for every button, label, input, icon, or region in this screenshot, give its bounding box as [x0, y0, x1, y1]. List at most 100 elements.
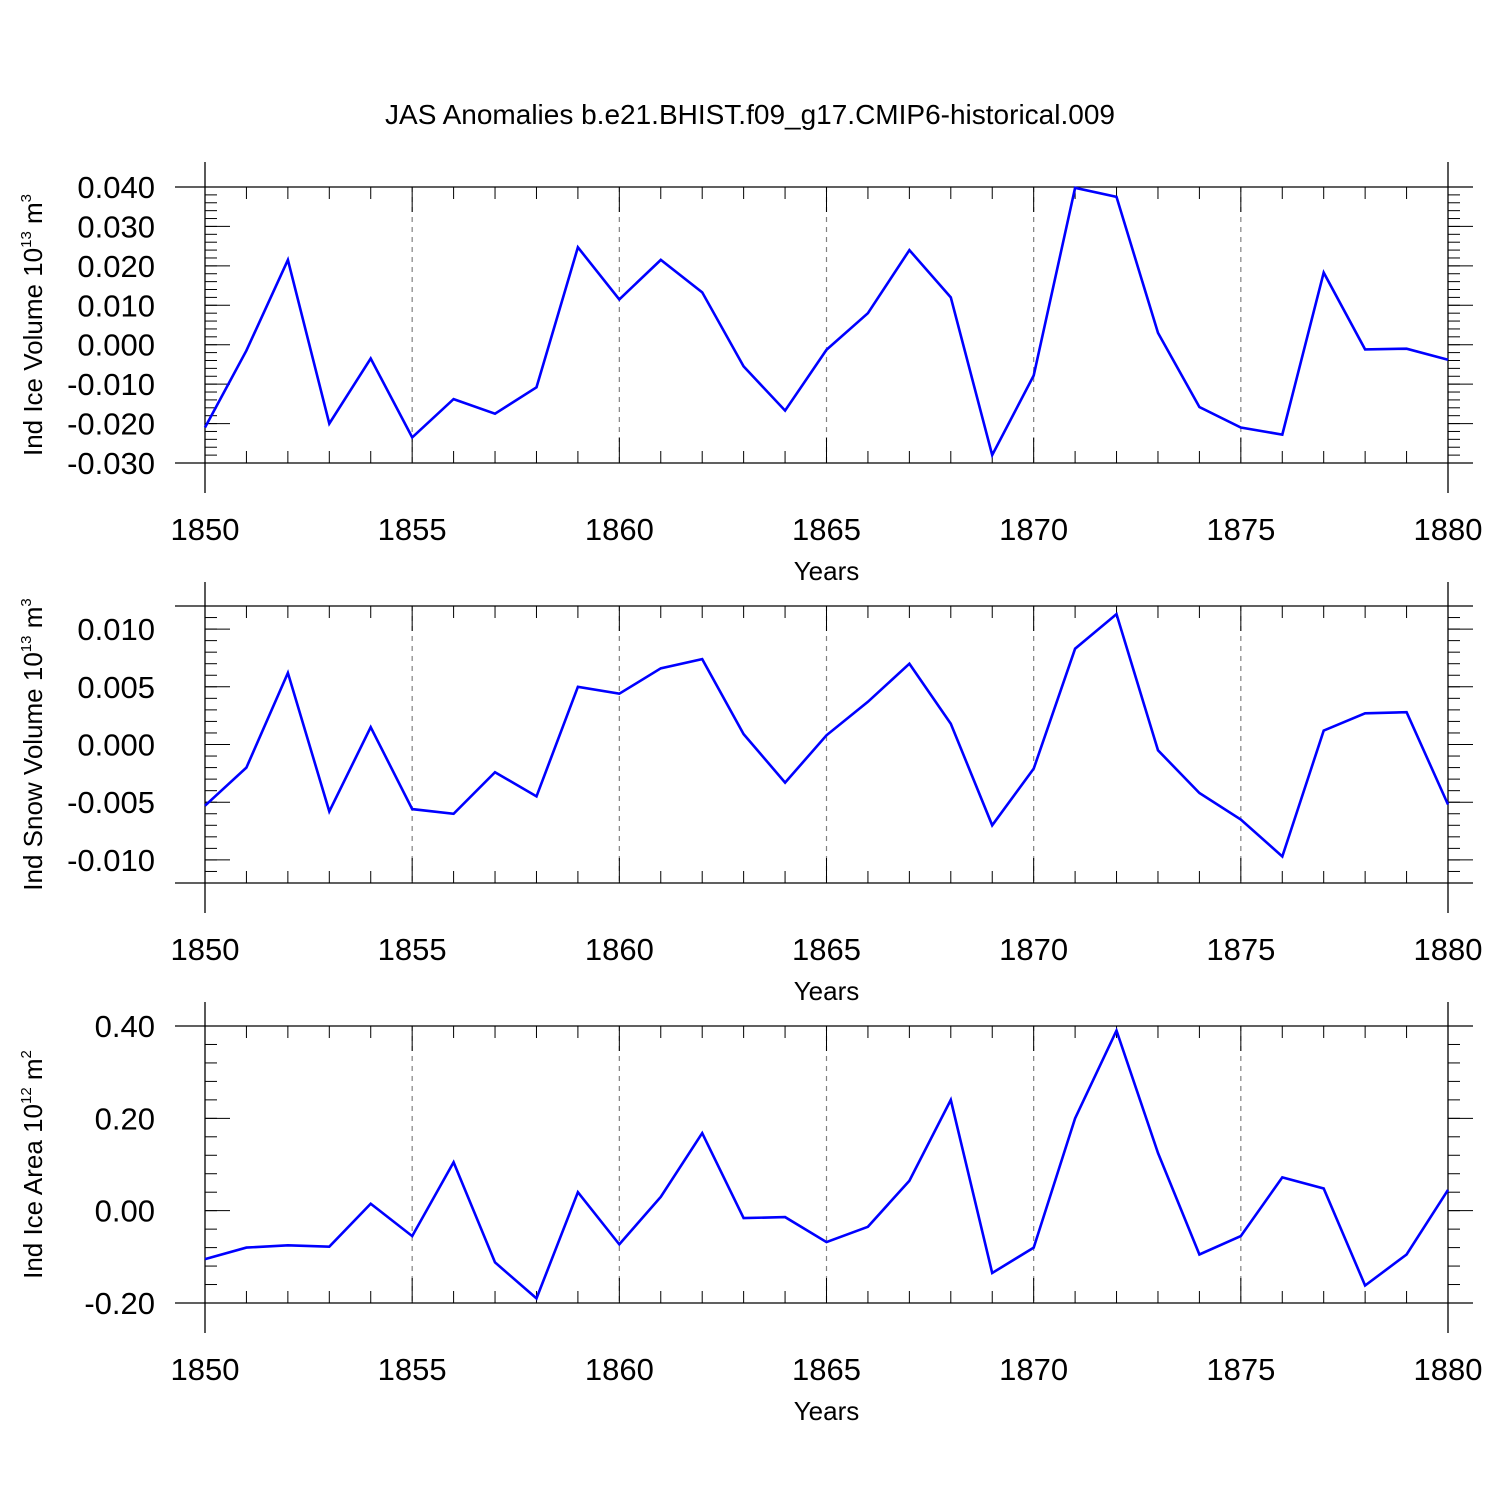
data-point — [659, 1195, 663, 1199]
data-point — [576, 1190, 580, 1194]
x-tick-label: 1875 — [1206, 932, 1275, 967]
data-point — [327, 809, 331, 813]
data-point — [1032, 373, 1036, 377]
data-point — [1073, 1116, 1077, 1120]
data-point — [327, 1245, 331, 1249]
data-point — [1073, 647, 1077, 651]
data-point — [534, 1296, 538, 1300]
x-tick-label: 1870 — [999, 932, 1068, 967]
data-point — [1032, 1246, 1036, 1250]
x-tick-label: 1860 — [585, 932, 654, 967]
y-axis-label: Ind Ice Volume 1013 m3 — [18, 194, 48, 456]
x-tick-label: 1850 — [171, 1352, 240, 1387]
data-point — [866, 700, 870, 704]
x-tick-label: 1880 — [1414, 1352, 1483, 1387]
series-line — [203, 186, 1449, 459]
y-tick-label: 0.40 — [95, 1009, 155, 1044]
data-point — [452, 1160, 456, 1164]
data-point — [1197, 791, 1201, 795]
data-point — [1363, 711, 1367, 715]
series-line — [204, 611, 1450, 859]
data-point — [286, 1243, 290, 1247]
chart-snow-volume: -0.010 -0.005 0.000 0.005 0.010 1850 1855 1860 1… — [18, 582, 1482, 1006]
data-point — [1239, 1234, 1243, 1238]
series-line — [204, 1027, 1450, 1301]
y-tick-label: 0.20 — [95, 1101, 155, 1136]
data-point — [244, 1246, 248, 1250]
y-tick-label: 0.010 — [77, 612, 155, 647]
data-point — [1322, 271, 1326, 275]
y-tick-label: -0.010 — [67, 843, 155, 878]
y-tick-label: 0.010 — [77, 288, 155, 323]
data-point — [742, 1216, 746, 1220]
data-point — [990, 453, 994, 457]
figure-title: JAS Anomalies b.e21.BHIST.f09_g17.CMIP6-… — [385, 99, 1115, 130]
x-tick-label: 1865 — [792, 512, 861, 547]
x-tick-label: 1865 — [792, 1352, 861, 1387]
x-tick-label: 1850 — [171, 512, 240, 547]
data-point — [452, 812, 456, 816]
y-tick-label: 0.005 — [77, 670, 155, 705]
data-point — [410, 807, 414, 811]
y-tick-label: 0.030 — [77, 209, 155, 244]
data-point — [1446, 358, 1450, 362]
chart-ice-volume: -0.030 -0.020 -0.010 0.000 0.010 0.020 0.030 0.… — [18, 162, 1482, 586]
data-point — [1239, 818, 1243, 822]
data-point — [866, 311, 870, 315]
data-point — [659, 666, 663, 670]
data-point — [1363, 1283, 1367, 1287]
data-point — [1197, 405, 1201, 409]
data-point — [286, 258, 290, 262]
chart-ice-area: -0.20 0.00 0.20 0.40 1850 1855 1860 1865 1870 187… — [18, 1002, 1482, 1426]
x-tick-label: 1855 — [378, 1352, 447, 1387]
data-point — [1280, 433, 1284, 437]
data-point — [907, 662, 911, 666]
data-point — [452, 397, 456, 401]
x-axis-label: Years — [794, 1396, 860, 1426]
x-tick-label: 1850 — [171, 932, 240, 967]
data-point — [783, 781, 787, 785]
data-point — [576, 685, 580, 689]
y-tick-label: 0.020 — [77, 249, 155, 284]
data-point — [1239, 426, 1243, 430]
data-point — [1197, 1253, 1201, 1257]
data-point — [825, 1240, 829, 1244]
data-point — [203, 1257, 207, 1261]
x-tick-label: 1865 — [792, 932, 861, 967]
data-point — [1446, 1188, 1450, 1192]
y-tick-label: -0.010 — [67, 367, 155, 402]
y-tick-label: -0.020 — [67, 407, 155, 442]
y-tick-label: 0.00 — [95, 1194, 155, 1229]
x-tick-label: 1875 — [1206, 512, 1275, 547]
data-point — [990, 1271, 994, 1275]
data-point — [1115, 612, 1119, 616]
x-tick-label: 1870 — [999, 512, 1068, 547]
data-point — [949, 295, 953, 299]
data-point — [949, 1098, 953, 1102]
x-tick-label: 1870 — [999, 1352, 1068, 1387]
data-point — [1032, 767, 1036, 771]
data-point — [534, 794, 538, 798]
x-axis-label: Years — [794, 976, 860, 1006]
data-point — [659, 258, 663, 262]
data-point — [369, 1202, 373, 1206]
data-point — [949, 722, 953, 726]
data-point — [617, 1242, 621, 1246]
data-point — [534, 385, 538, 389]
x-tick-label: 1880 — [1414, 512, 1483, 547]
x-tick-label: 1860 — [585, 1352, 654, 1387]
data-point — [907, 248, 911, 252]
data-point — [1405, 1253, 1409, 1257]
x-tick-label: 1855 — [378, 512, 447, 547]
data-point — [1446, 803, 1450, 807]
data-point — [1156, 331, 1160, 335]
data-point — [203, 426, 207, 430]
data-point — [825, 348, 829, 352]
data-point — [866, 1225, 870, 1229]
data-point — [825, 733, 829, 737]
data-point — [493, 1260, 497, 1264]
data-point — [286, 671, 290, 675]
data-point — [244, 766, 248, 770]
data-point — [700, 290, 704, 294]
